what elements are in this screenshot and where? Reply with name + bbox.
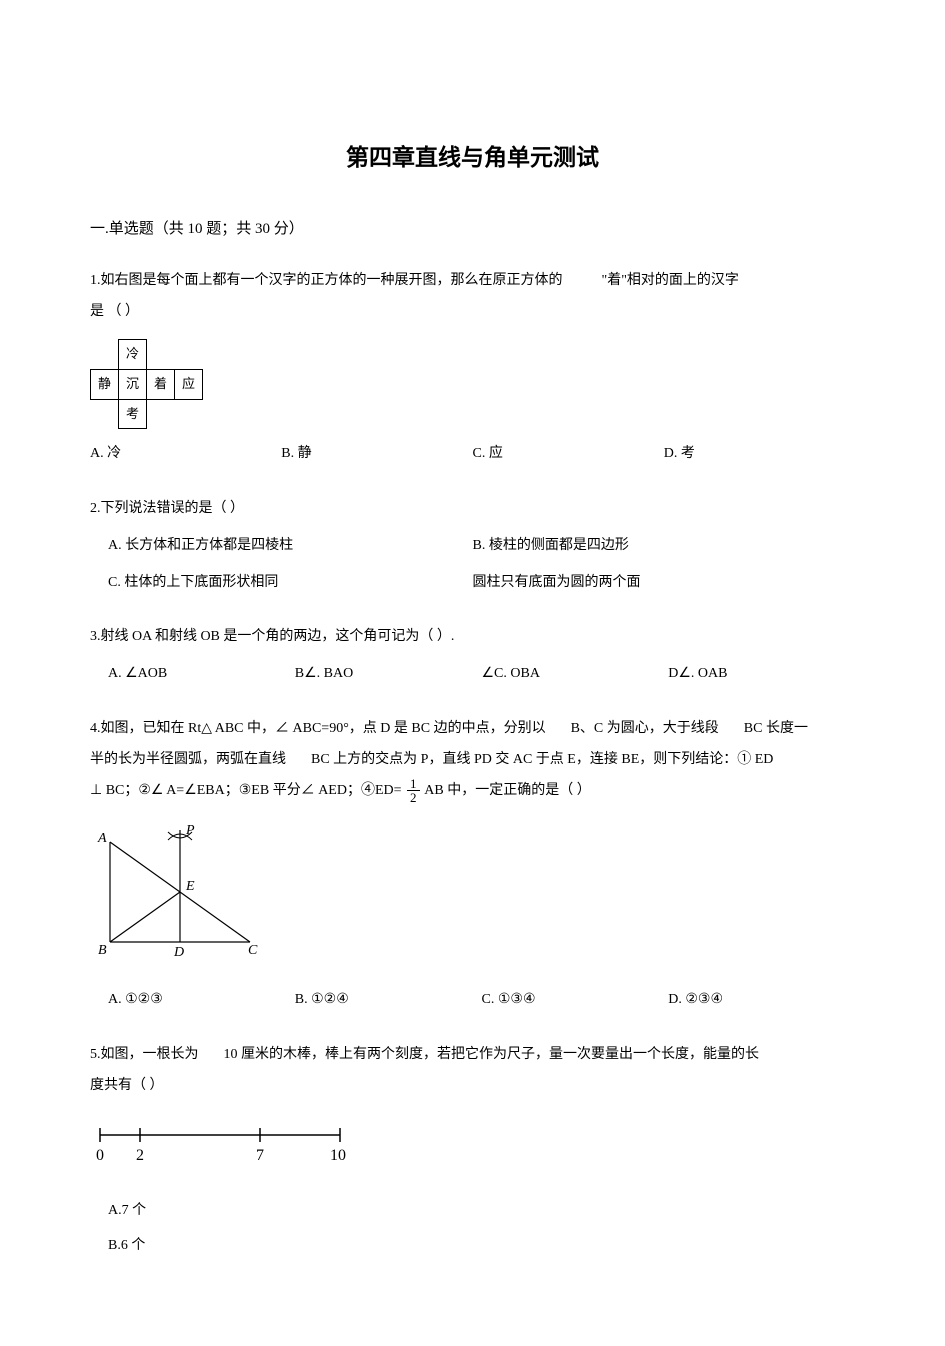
cube-cell: 考	[119, 399, 147, 429]
ruler-tick-2: 2	[136, 1147, 144, 1164]
option-a: A. ①②③	[90, 985, 295, 1016]
q5-line1b: 10 厘米的木棒，棒上有两个刻度，若把它作为尺子，量一次要量出一个长度，能量的长	[224, 1047, 760, 1062]
option-b: B∠. BAO	[295, 659, 482, 690]
q4-line1b: B、C 为圆心，大于线段	[571, 721, 719, 736]
page-title: 第四章直线与角单元测试	[90, 140, 855, 177]
q1-text-b: "着"相对的面上的汉字	[602, 273, 739, 288]
option-d: D. ②③④	[668, 985, 855, 1016]
option-d: D. 考	[664, 439, 855, 470]
q2-text: 2.下列说法错误的是（ ）	[90, 494, 855, 525]
q5-line1a: 5.如图，一根长为	[90, 1047, 199, 1062]
question-5: 5.如图，一根长为 10 厘米的木棒，棒上有两个刻度，若把它作为尺子，量一次要量…	[90, 1040, 855, 1262]
label-C: C	[248, 943, 258, 958]
fraction-den: 2	[407, 791, 420, 804]
label-D: D	[173, 945, 184, 960]
q2-options-row2: C. 柱体的上下底面形状相同 圆柱只有底面为圆的两个面	[90, 568, 855, 599]
option-d: 圆柱只有底面为圆的两个面	[473, 568, 856, 599]
q2-options-row1: A. 长方体和正方体都是四棱柱 B. 棱柱的侧面都是四边形	[90, 531, 855, 562]
q4-line3a: ⊥ BC；②∠ A=∠EBA；③EB 平分∠ AED；④ED=	[90, 783, 402, 798]
ruler-tick-10: 10	[330, 1147, 346, 1164]
option-c: C. 应	[473, 439, 664, 470]
q4-line2a: 半的长为半径圆弧，两弧在直线	[90, 752, 286, 767]
q5-options: A.7 个 B.6 个	[90, 1196, 855, 1262]
ruler-tick-0: 0	[96, 1147, 104, 1164]
q3-text: 3.射线 OA 和射线 OB 是一个角的两边，这个角可记为（ ）.	[90, 622, 855, 653]
q4-line3b: AB 中，一定正确的是（ ）	[424, 783, 590, 798]
q4-line2b: BC 上方的交点为 P，直线 PD 交 AC 于点 E，连接 BE，则下列结论：…	[311, 752, 773, 767]
cube-cell: 静	[91, 369, 119, 399]
q1-options: A. 冷 B. 静 C. 应 D. 考	[90, 439, 855, 470]
label-P: P	[185, 823, 195, 838]
label-A: A	[97, 831, 107, 846]
q4-line1c: BC 长度一	[744, 721, 808, 736]
option-c: ∠C. OBA	[482, 659, 669, 690]
cube-net-figure: 冷 静 沉 着 应 考	[90, 339, 855, 429]
option-a: A. ∠AOB	[90, 659, 295, 690]
option-d: D∠. OAB	[668, 659, 855, 690]
ruler-tick-7: 7	[256, 1147, 264, 1164]
question-4: 4.如图，已知在 Rt△ ABC 中，∠ ABC=90°，点 D 是 BC 边的…	[90, 714, 855, 1016]
cube-cell: 着	[147, 369, 175, 399]
cube-cell: 沉	[119, 369, 147, 399]
option-c: C. ①③④	[482, 985, 669, 1016]
section-header: 一.单选题（共 10 题；共 30 分）	[90, 217, 855, 241]
option-b: B. ①②④	[295, 985, 482, 1016]
q5-line2: 度共有（ ）	[90, 1071, 855, 1102]
fraction: 1 2	[407, 777, 420, 804]
ruler-figure: 0 2 7 10	[90, 1120, 855, 1183]
q4-options: A. ①②③ B. ①②④ C. ①③④ D. ②③④	[90, 985, 855, 1016]
q1-text-a: 1.如右图是每个面上都有一个汉字的正方体的一种展开图，那么在原正方体的	[90, 273, 563, 288]
label-B: B	[98, 943, 107, 958]
q3-options: A. ∠AOB B∠. BAO ∠C. OBA D∠. OAB	[90, 659, 855, 690]
q4-line1a: 4.如图，已知在 Rt△ ABC 中，∠ ABC=90°，点 D 是 BC 边的…	[90, 721, 546, 736]
option-a: A. 冷	[90, 439, 281, 470]
option-a: A.7 个	[90, 1196, 855, 1227]
option-c: C. 柱体的上下底面形状相同	[90, 568, 473, 599]
option-b: B. 静	[281, 439, 472, 470]
label-E: E	[185, 879, 195, 894]
question-2: 2.下列说法错误的是（ ） A. 长方体和正方体都是四棱柱 B. 棱柱的侧面都是…	[90, 494, 855, 598]
option-b: B.6 个	[90, 1231, 855, 1262]
cube-cell: 应	[175, 369, 203, 399]
option-b: B. 棱柱的侧面都是四边形	[473, 531, 856, 562]
question-3: 3.射线 OA 和射线 OB 是一个角的两边，这个角可记为（ ）. A. ∠AO…	[90, 622, 855, 690]
triangle-figure: A B C D E P	[90, 822, 855, 975]
cube-cell: 冷	[119, 340, 147, 370]
option-a: A. 长方体和正方体都是四棱柱	[90, 531, 473, 562]
q1-text-c: 是 （ ）	[90, 297, 855, 328]
question-1: 1.如右图是每个面上都有一个汉字的正方体的一种展开图，那么在原正方体的 "着"相…	[90, 266, 855, 470]
fraction-num: 1	[407, 777, 420, 791]
